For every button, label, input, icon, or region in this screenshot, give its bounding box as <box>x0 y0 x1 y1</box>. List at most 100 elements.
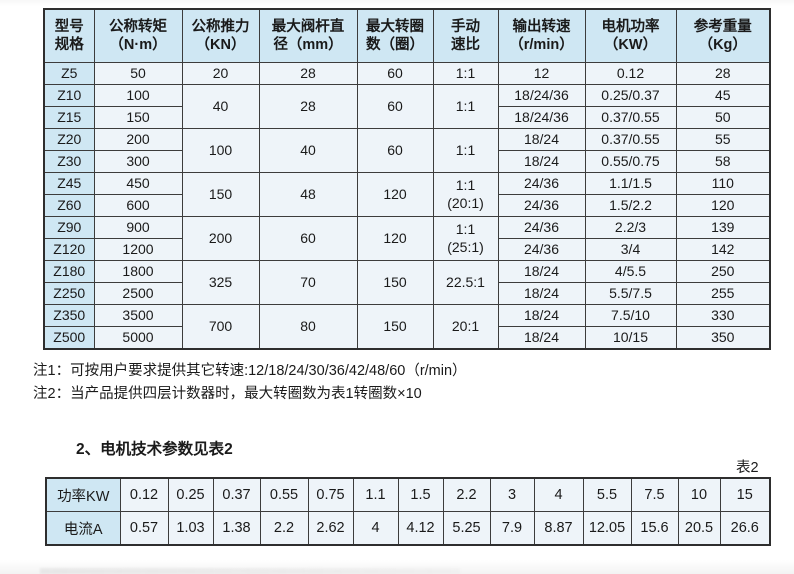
power-value: 5.5 <box>582 477 632 512</box>
current-value: 7.9 <box>489 511 535 546</box>
ratio-cell: 22.5:1 <box>432 260 499 305</box>
power-cell: 7.5/10 <box>584 304 677 327</box>
current-value: 2.62 <box>307 511 354 546</box>
power-cell: 5.5/7.5 <box>584 282 677 305</box>
ratio-cell: 1:1 <box>432 128 499 173</box>
speed-cell: 24/36 <box>497 194 586 217</box>
torque-cell: 50 <box>93 62 183 85</box>
speed-cell: 18/24 <box>497 326 586 350</box>
power-cell: 1.1/1.5 <box>584 172 677 195</box>
model-cell: Z15 <box>43 106 95 129</box>
weight-cell: 58 <box>675 150 771 173</box>
power-value: 2.2 <box>442 477 491 512</box>
weight-cell: 45 <box>675 84 771 107</box>
power-cell: 0.12 <box>584 62 677 85</box>
motor-current-row: 电流A 0.57 1.03 1.38 2.2 2.62 4 4.12 5.25 … <box>45 511 771 546</box>
torque-cell: 100 <box>93 84 183 107</box>
current-value: 5.25 <box>442 511 491 546</box>
model-cell: Z60 <box>43 194 95 217</box>
current-value: 4.12 <box>397 511 444 546</box>
power-cell: 10/15 <box>584 326 677 350</box>
power-cell: 4/5.5 <box>584 260 677 283</box>
table-row-z10: Z10 100 40 28 60 1:1 18/24/36 0.25/0.37 … <box>43 84 771 129</box>
power-value: 0.25 <box>167 477 214 512</box>
stem-cell: 60 <box>258 216 358 261</box>
cutoff-text-remnant <box>40 568 460 574</box>
table2-label: 表2 <box>736 460 759 476</box>
current-value: 20.5 <box>677 511 721 546</box>
turns-cell: 120 <box>356 216 434 261</box>
current-value: 8.87 <box>533 511 584 546</box>
power-cell: 0.55/0.75 <box>584 150 677 173</box>
header-model: 型号 规格 <box>43 8 95 63</box>
power-value: 0.75 <box>307 477 354 512</box>
table-row-z20: Z20 200 100 40 60 1:1 18/24 0.37/0.55 55 <box>43 128 771 173</box>
thrust-cell: 200 <box>181 216 260 261</box>
current-value: 0.57 <box>119 511 169 546</box>
power-value: 10 <box>677 477 721 512</box>
stem-cell: 28 <box>258 84 358 129</box>
model-cell: Z250 <box>43 282 95 305</box>
stem-cell: 48 <box>258 172 358 217</box>
thrust-cell: 700 <box>181 304 260 350</box>
header-thrust: 公称推力 （KN） <box>181 8 260 63</box>
power-value: 0.37 <box>212 477 261 512</box>
model-cell: Z30 <box>43 150 95 173</box>
ratio-cell: 1:1 (20:1) <box>432 172 499 217</box>
current-value: 12.05 <box>582 511 632 546</box>
table-row-z500: Z500 5000 18/24 10/15 350 <box>43 326 771 350</box>
torque-cell: 900 <box>93 216 183 239</box>
speed-cell: 18/24 <box>497 150 586 173</box>
stem-cell: 80 <box>258 304 358 350</box>
power-value: 4 <box>533 477 584 512</box>
speed-cell: 24/36 <box>497 238 586 261</box>
weight-cell: 255 <box>675 282 771 305</box>
speed-cell: 18/24 <box>497 128 586 151</box>
note-1: 注1：可按用户要求提供其它转速:12/18/24/30/36/42/48/60（… <box>33 363 467 379</box>
header-max-turns: 最大转圈 数（圈） <box>356 8 434 63</box>
current-value: 1.38 <box>212 511 261 546</box>
table-row-z90: Z90 900 200 60 120 1:1 (25:1) 24/36 2.2/… <box>43 216 771 261</box>
table-row-z45: Z45 450 150 48 120 1:1 (20:1) 24/36 1.1/… <box>43 172 771 217</box>
thrust-cell: 325 <box>181 260 260 305</box>
turns-cell: 60 <box>356 62 434 85</box>
model-cell: Z90 <box>43 216 95 239</box>
ratio-cell: 1:1 <box>432 84 499 129</box>
table-notes: 注1：可按用户要求提供其它转速:12/18/24/30/36/42/48/60（… <box>33 360 467 406</box>
spec-table: 型号 规格 公称转矩 （N·m） 公称推力 （KN） 最大阀杆直 径（mm） 最… <box>43 8 771 350</box>
speed-cell: 24/36 <box>497 172 586 195</box>
weight-cell: 120 <box>675 194 771 217</box>
weight-cell: 139 <box>675 216 771 239</box>
torque-cell: 450 <box>93 172 183 195</box>
current-value: 26.6 <box>719 511 771 546</box>
motor-power-row: 功率KW 0.12 0.25 0.37 0.55 0.75 1.1 1.5 2.… <box>45 477 771 512</box>
ratio-cell: 20:1 <box>432 304 499 350</box>
header-torque: 公称转矩 （N·m） <box>93 8 183 63</box>
current-value: 2.2 <box>259 511 309 546</box>
speed-cell: 18/24/36 <box>497 84 586 107</box>
torque-cell: 600 <box>93 194 183 217</box>
current-row-label: 电流A <box>45 511 121 546</box>
torque-cell: 3500 <box>93 304 183 327</box>
turns-cell: 150 <box>356 260 434 305</box>
current-value: 15.6 <box>630 511 679 546</box>
model-cell: Z350 <box>43 304 95 327</box>
current-value: 4 <box>352 511 399 546</box>
power-cell: 2.2/3 <box>584 216 677 239</box>
power-value: 0.12 <box>119 477 169 512</box>
model-cell: Z45 <box>43 172 95 195</box>
note-2: 注2：当产品提供四层计数器时，最大转圈数为表1转圈数×10 <box>33 386 422 402</box>
header-manual-ratio: 手动 速比 <box>432 8 499 63</box>
torque-cell: 200 <box>93 128 183 151</box>
speed-cell: 24/36 <box>497 216 586 239</box>
power-value: 7.5 <box>630 477 679 512</box>
model-cell: Z180 <box>43 260 95 283</box>
table-row-z350: Z350 3500 700 80 150 20:1 18/24 7.5/10 3… <box>43 304 771 350</box>
power-value: 3 <box>489 477 535 512</box>
speed-cell: 18/24 <box>497 260 586 283</box>
table-row-z250: Z250 2500 18/24 5.5/7.5 255 <box>43 282 771 305</box>
weight-cell: 55 <box>675 128 771 151</box>
speed-cell: 12 <box>497 62 586 85</box>
power-row-label: 功率KW <box>45 477 121 512</box>
